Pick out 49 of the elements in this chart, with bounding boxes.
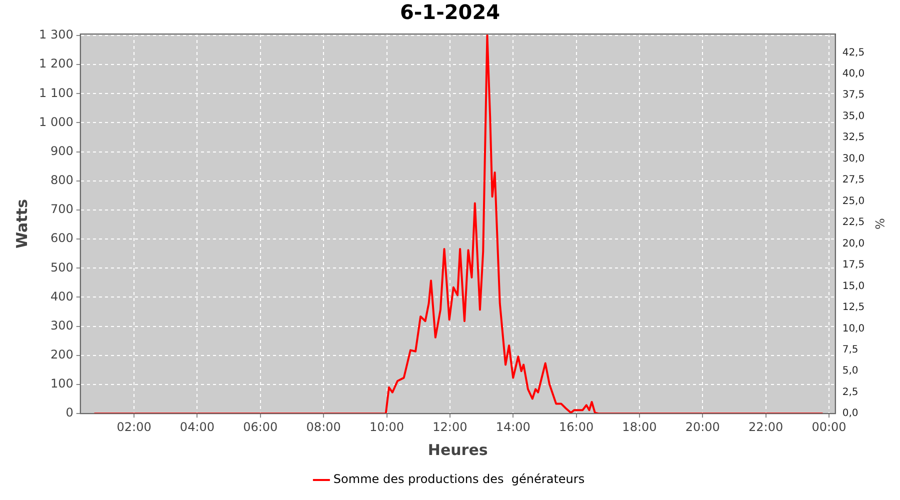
y2-tick-label: 5,0 <box>842 366 858 377</box>
y2-tick-label: 32,5 <box>842 132 865 144</box>
y-tick-label: 1 100 <box>38 86 74 100</box>
y-tick-label: 0 <box>66 406 74 420</box>
y-tick-label: 1 200 <box>38 56 74 71</box>
y2-tick-label: 0,0 <box>842 408 858 420</box>
y-tick-label: 900 <box>50 144 74 158</box>
y2-tick-label: 15,0 <box>842 280 865 292</box>
x-tick-label: 18:00 <box>622 420 657 434</box>
y2-tick-label: 7,5 <box>842 344 858 356</box>
x-tick-label: 06:00 <box>243 420 278 434</box>
y2-tick-label: 37,5 <box>842 90 865 101</box>
y2-tick-label: 20,0 <box>842 238 865 250</box>
y2-tick-label: 10,0 <box>842 323 865 334</box>
y-tick-label: 500 <box>50 260 74 274</box>
x-tick-label: 16:00 <box>559 420 594 434</box>
y-tick-label: 1 300 <box>38 28 74 42</box>
y2-tick-label: 12,5 <box>842 302 865 314</box>
y-tick-label: 300 <box>50 318 74 332</box>
x-tick-label: 14:00 <box>496 420 530 434</box>
x-tick-label: 02:00 <box>116 420 152 434</box>
y2-tick-label: 22,5 <box>842 217 865 228</box>
x-tick-label: 22:00 <box>748 420 784 434</box>
x-tick-label: 00:00 <box>812 420 846 434</box>
x-tick-label: 04:00 <box>180 420 215 434</box>
y-tick-label: 700 <box>50 202 74 216</box>
x-tick-label: 08:00 <box>306 420 341 434</box>
y2-tick-label: 27,5 <box>842 174 865 186</box>
x-axis-title: Heures <box>428 440 488 459</box>
y-tick-label: 800 <box>50 173 74 188</box>
y-axis-title: Watts <box>12 199 31 249</box>
x-tick-label: 10:00 <box>369 420 404 434</box>
y-tick-label: 1 000 <box>38 114 74 129</box>
chart-title: 6-1-2024 <box>400 0 500 24</box>
x-tick-label: 12:00 <box>432 420 468 434</box>
y-tick-label: 200 <box>50 348 74 362</box>
y-tick-label: 100 <box>50 376 74 391</box>
y2-tick-label: 2,5 <box>842 386 858 398</box>
y2-tick-label: 25,0 <box>842 196 865 207</box>
y2-tick-label: 17,5 <box>842 260 865 271</box>
y-tick-label: 600 <box>50 231 74 246</box>
x-tick-label: 20:00 <box>685 420 720 434</box>
legend-label: Somme des productions des générateurs <box>333 472 585 486</box>
y2-tick-label: 30,0 <box>842 153 865 164</box>
y2-tick-label: 42,5 <box>842 47 865 58</box>
y2-axis-title: % <box>872 218 887 230</box>
y2-tick-label: 35,0 <box>842 110 865 122</box>
y-tick-label: 400 <box>50 289 74 304</box>
y2-tick-label: 40,0 <box>842 68 865 80</box>
